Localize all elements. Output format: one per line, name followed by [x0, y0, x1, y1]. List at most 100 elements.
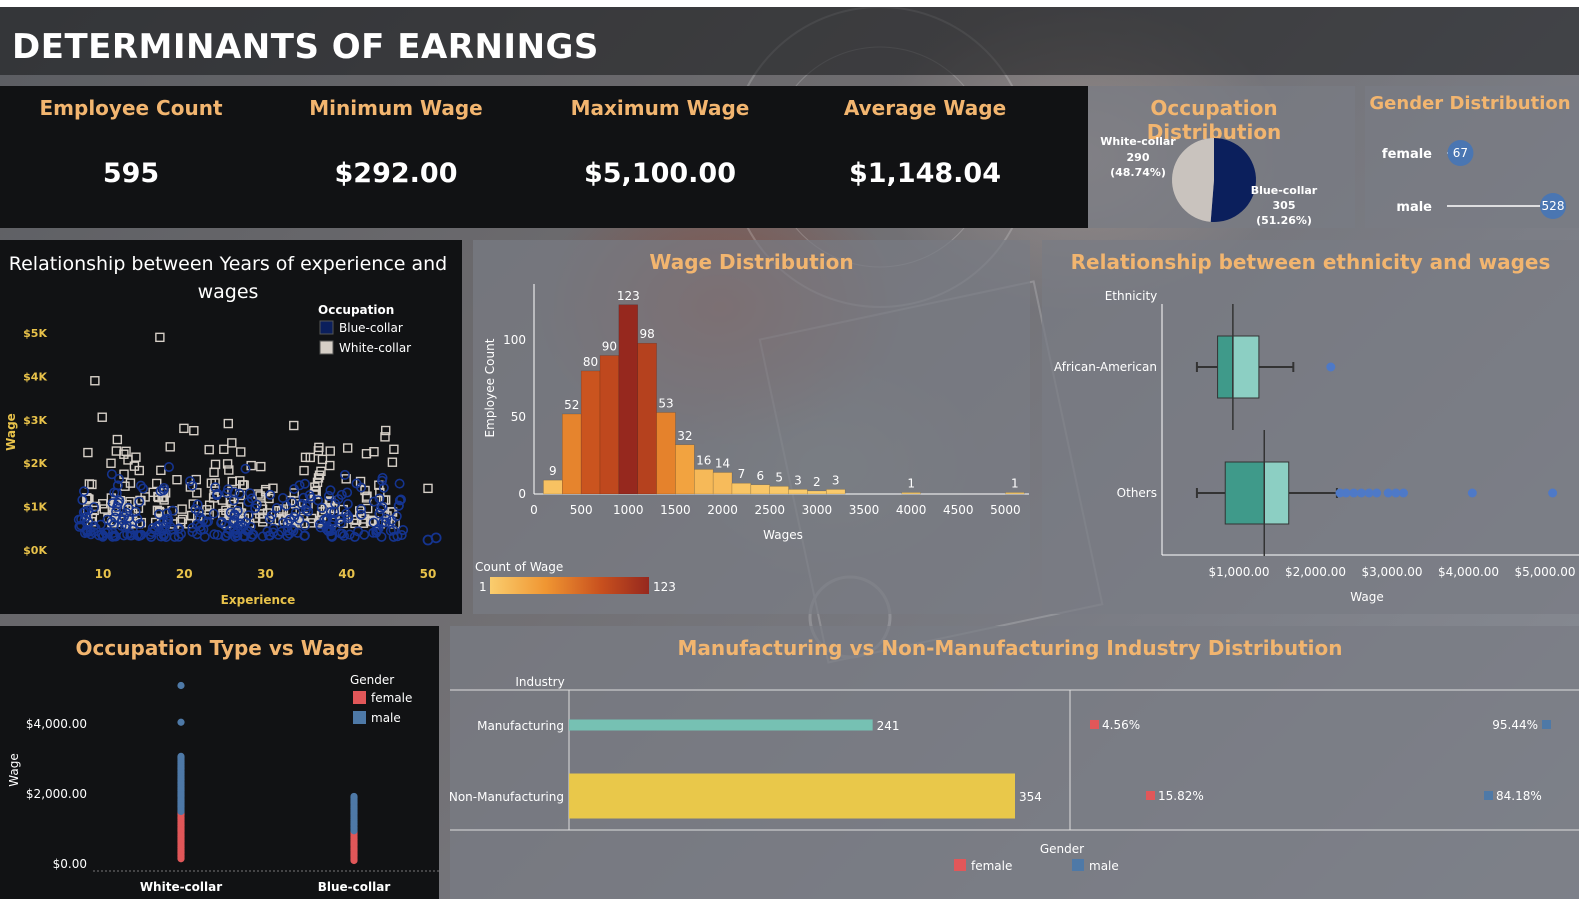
- legend-gradient: [490, 577, 649, 594]
- outlier-point: [1548, 488, 1558, 498]
- legend-title: Gender: [350, 673, 394, 687]
- histogram-bar: [1005, 492, 1025, 495]
- scatter-point: [198, 524, 209, 535]
- scatter-point: [325, 446, 335, 456]
- scatter-point: [78, 486, 89, 497]
- histogram-bar: [618, 304, 638, 495]
- scatter-point: [266, 510, 277, 521]
- scatter-point: [98, 499, 108, 509]
- scatter-point: [121, 507, 132, 518]
- scatter-point: [219, 520, 230, 531]
- scatter-point: [99, 504, 109, 514]
- bar-value-label: 354: [1019, 790, 1042, 804]
- female-pct: 4.56%: [1102, 718, 1140, 732]
- occupation-pie-chart: White-collar 290 (48.74%) Blue-collar 305 (51…: [1100, 135, 1318, 227]
- scatter-point: [334, 514, 345, 525]
- scatter-point: [356, 509, 367, 520]
- scatter-point: [395, 494, 406, 505]
- scatter-point: [257, 531, 268, 542]
- scatter-point: [163, 462, 174, 473]
- y-tick-label: $5K: [23, 327, 47, 340]
- scatter-point: [341, 508, 352, 519]
- scatter-point: [284, 528, 295, 539]
- scatter-point: [286, 497, 297, 508]
- bar-value-label: 2: [813, 475, 821, 489]
- scatter-point: [119, 469, 129, 479]
- scatter-point: [378, 482, 389, 493]
- ethnicity-title: Relationship between ethnicity and wages: [1070, 250, 1551, 274]
- scatter-point: [339, 469, 350, 480]
- gender-lollipop-chart: female 67 male 528: [1382, 140, 1566, 219]
- scatter-point: [289, 420, 299, 431]
- box-upper: [1232, 335, 1260, 399]
- scatter-point: [114, 495, 125, 506]
- y-axis-label: Wage: [7, 753, 21, 786]
- scatter-point: [229, 510, 240, 521]
- male-marker: [1542, 720, 1551, 729]
- scatter-point: [177, 504, 187, 514]
- scatter-point: [203, 516, 214, 527]
- male-marker: [1484, 791, 1493, 800]
- bar-value-label: 5: [775, 470, 783, 484]
- outlier-point: [1349, 488, 1359, 498]
- scatter-point: [121, 446, 131, 457]
- legend-label: White-collar: [339, 341, 411, 355]
- scatter-point: [222, 459, 233, 469]
- legend-max: 123: [653, 580, 676, 594]
- scatter-point: [125, 478, 136, 488]
- kpi-band: [0, 86, 1088, 228]
- outlier-point: [1341, 488, 1351, 498]
- scatter-point: [342, 487, 353, 498]
- scatter-point: [227, 438, 237, 448]
- scatter-point: [120, 481, 130, 491]
- category-label: African-American: [1054, 360, 1157, 374]
- x-tick-label: 1500: [660, 503, 691, 517]
- scatter-point: [156, 465, 166, 476]
- x-tick-label: 30: [257, 567, 274, 581]
- kpi-label: Average Wage: [843, 96, 1007, 120]
- scatter-point: [192, 488, 202, 498]
- scatter-point: [248, 529, 259, 540]
- scatter-point: [289, 488, 299, 498]
- scatter-point: [274, 505, 284, 516]
- scatter-point: [89, 502, 100, 513]
- scatter-point: [373, 523, 384, 534]
- industry-panel: [450, 626, 1579, 899]
- x-tick-label: $5,000.00: [1514, 565, 1575, 579]
- scatter-point: [97, 412, 107, 422]
- scatter-point: [300, 504, 311, 515]
- scatter-point: [204, 444, 214, 455]
- scatter-point: [289, 483, 300, 494]
- scatter-point: [290, 507, 301, 518]
- scatter-point: [216, 516, 227, 527]
- gender-value: 528: [1542, 199, 1565, 213]
- scatter-point: [356, 504, 367, 515]
- scatter-point: [152, 478, 162, 489]
- scatter-point: [368, 496, 379, 507]
- kpi-value: 595: [102, 158, 160, 189]
- histogram-bar: [580, 370, 601, 495]
- box-lower: [1217, 335, 1234, 399]
- scatter-point: [172, 474, 182, 485]
- scatter-point: [159, 495, 169, 505]
- scatter-point: [327, 515, 338, 526]
- y-tick-label: 100: [503, 333, 526, 347]
- y-tick-label: 50: [511, 410, 526, 424]
- bar-value-label: 6: [756, 469, 764, 483]
- scatter-point: [324, 497, 335, 507]
- legend-label: Blue-collar: [339, 321, 403, 335]
- x-axis-label: Wage: [1350, 590, 1383, 604]
- scatter-point: [246, 531, 257, 542]
- bar-value-label: 7: [738, 467, 746, 481]
- bar-value-label: 53: [658, 396, 673, 410]
- scatter-point: [161, 531, 172, 542]
- gender-dot: [1447, 140, 1474, 166]
- scatter-point: [337, 528, 348, 539]
- x-tick-label: 0: [530, 503, 538, 517]
- bar-value-label: 123: [617, 289, 640, 303]
- female-marker: [1090, 720, 1099, 729]
- y-tick-label: 0: [518, 487, 526, 501]
- scatter-point: [116, 520, 127, 531]
- x-tick-label: 3000: [802, 503, 833, 517]
